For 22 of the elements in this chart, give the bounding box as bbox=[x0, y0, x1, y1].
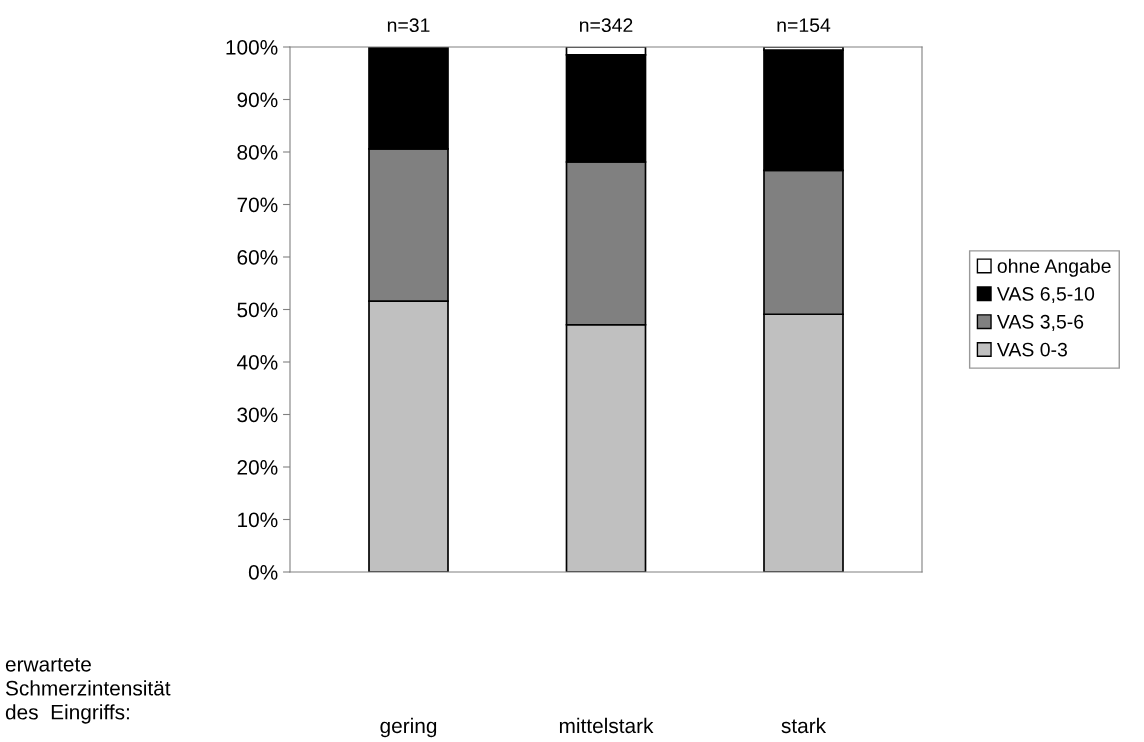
legend-label: VAS 0-3 bbox=[996, 342, 1067, 357]
legend-label: ohne Angabe bbox=[997, 258, 1111, 277]
text: erwartete Schmerzintensität des Eingriffs: bbox=[5, 657, 171, 724]
y-tick-label: 60% bbox=[237, 250, 278, 265]
y-tick-label: 80% bbox=[237, 145, 278, 160]
annotation: n=154 bbox=[777, 18, 831, 33]
annotation: n=31 bbox=[387, 18, 430, 33]
y-tick-label: 0% bbox=[248, 565, 278, 580]
y-tick-label: 20% bbox=[237, 460, 278, 475]
x-tick-label: stark bbox=[781, 717, 827, 734]
legend-label: VAS 6,5-10 bbox=[996, 287, 1095, 304]
y-tick-label: 100% bbox=[226, 40, 278, 55]
legend-label: VAS 3,5-6 bbox=[996, 314, 1084, 331]
y-tick-label: 30% bbox=[237, 407, 278, 423]
x-tick-label: gering bbox=[380, 717, 437, 738]
y-tick-label: 70% bbox=[237, 197, 278, 213]
annotation: n=342 bbox=[579, 18, 633, 33]
y-tick-label: 10% bbox=[238, 512, 278, 528]
y-tick-label: 50% bbox=[237, 302, 278, 318]
y-tick-label: 90% bbox=[237, 92, 278, 108]
y-tick-label: 40% bbox=[236, 355, 278, 370]
x-tick-label: mittelstark bbox=[559, 717, 654, 734]
